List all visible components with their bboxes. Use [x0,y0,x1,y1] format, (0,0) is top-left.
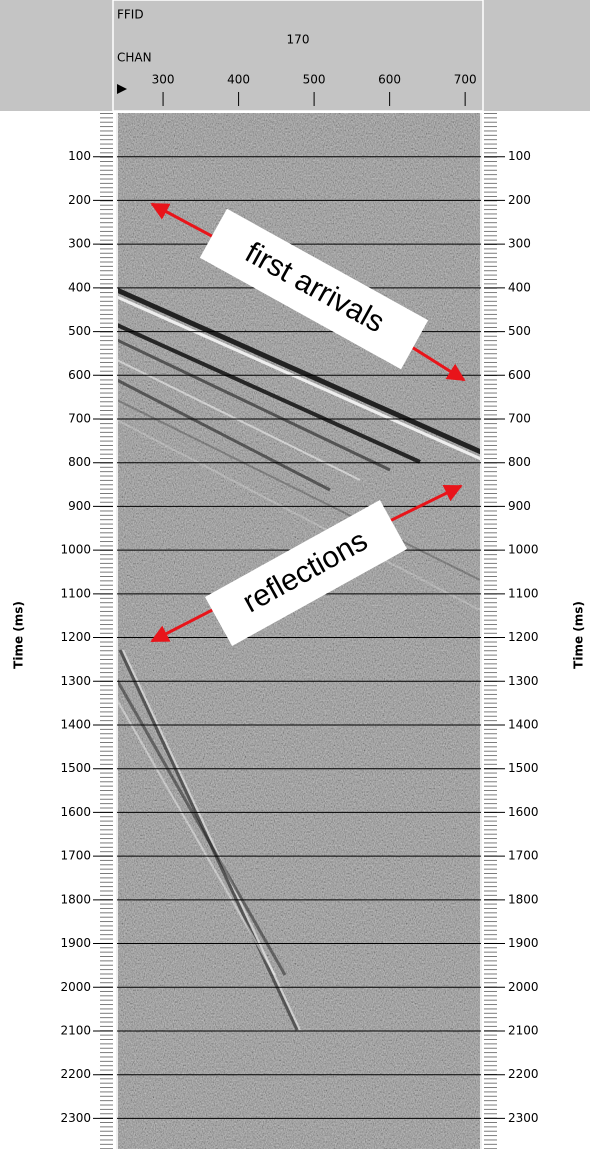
y-tick-label-left: 2100 [60,1023,91,1037]
y-tick-label-left: 500 [68,324,91,338]
y-tick-label-left: 900 [68,499,91,513]
y-tick-label-right: 2100 [508,1023,539,1037]
y-tick-label-left: 1200 [60,630,91,644]
y-tick-label-right: 400 [508,280,531,294]
chart: FFID 170 CHAN 300 400 500 600 700 100 100 200 20… [0,0,590,1149]
x-tick-label: 700 [454,73,477,87]
y-tick-label-left: 200 [68,193,91,207]
x-tick-label: 500 [303,73,326,87]
y-tick-label-left: 1400 [60,717,91,731]
y-tick-label-right: 1600 [508,805,539,819]
y-tick-label-left: 2000 [60,980,91,994]
y-tick-label-left: 1600 [60,805,91,819]
y-tick-label-right: 900 [508,499,531,513]
y-tick-label-left: 300 [68,237,91,251]
y-tick-label-right: 500 [508,324,531,338]
y-tick-label-left: 1000 [60,543,91,557]
y-axis-title-left: Time (ms) [12,601,26,669]
ffid-label: FFID [117,8,144,22]
minor-ticks-left [100,113,113,1149]
y-tick-label-right: 700 [508,411,531,425]
y-tick-label-left: 100 [68,149,91,163]
y-tick-label-left: 1700 [60,849,91,863]
y-tick-label-left: 2200 [60,1067,91,1081]
y-tick-label-right: 1900 [508,936,539,950]
y-tick-label-right: 1800 [508,892,539,906]
y-tick-label-left: 400 [68,280,91,294]
header-panel [113,0,483,111]
x-tick-label: 400 [227,73,250,87]
y-axis-title-right: Time (ms) [572,601,586,669]
y-tick-label-left: 800 [68,455,91,469]
y-tick-label-left: 1800 [60,892,91,906]
y-tick-label-right: 2000 [508,980,539,994]
ffid-value: 170 [287,33,310,47]
y-tick-label-right: 100 [508,149,531,163]
x-axis-label: CHAN [117,51,152,65]
y-tick-label-right: 1700 [508,849,539,863]
y-tick-label-right: 800 [508,455,531,469]
y-tick-label-right: 1000 [508,543,539,557]
y-tick-label-left: 1900 [60,936,91,950]
x-tick-label: 300 [152,73,175,87]
x-tick-label: 600 [378,73,401,87]
y-tick-label-right: 1200 [508,630,539,644]
y-tick-label-right: 1400 [508,717,539,731]
y-tick-label-right: 2200 [508,1067,539,1081]
y-tick-label-left: 2300 [60,1111,91,1125]
y-tick-label-right: 1500 [508,761,539,775]
y-tick-label-left: 1100 [60,586,91,600]
y-tick-label-right: 600 [508,368,531,382]
page: {"chart_data": {"type": "seismic", "ffid… [0,0,590,1149]
y-tick-label-left: 700 [68,411,91,425]
y-tick-label-left: 600 [68,368,91,382]
y-tick-label-right: 200 [508,193,531,207]
y-tick-label-left: 1300 [60,674,91,688]
y-tick-label-right: 1100 [508,586,539,600]
y-tick-label-right: 1300 [508,674,539,688]
minor-ticks-right [484,113,497,1149]
y-tick-label-right: 300 [508,237,531,251]
y-tick-label-left: 1500 [60,761,91,775]
y-tick-label-right: 2300 [508,1111,539,1125]
